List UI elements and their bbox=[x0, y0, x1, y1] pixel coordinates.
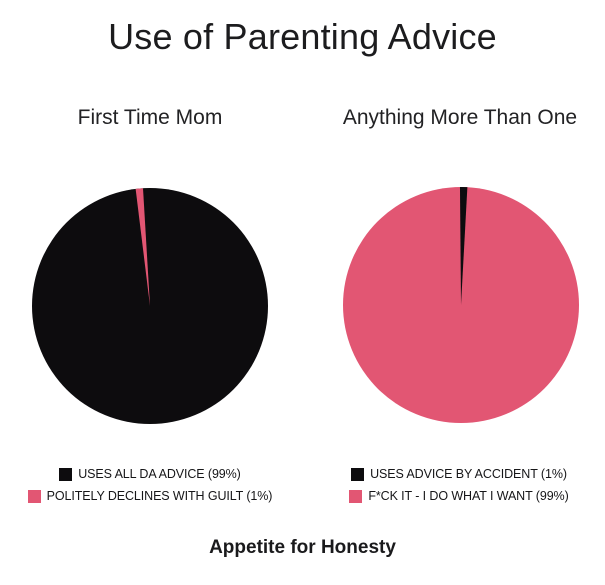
pie-title-first-time-mom: First Time Mom bbox=[77, 106, 223, 129]
legend-item: USES ADVICE BY ACCIDENT (1%) bbox=[309, 463, 605, 485]
legend-swatch-black bbox=[59, 467, 73, 481]
legend-swatch-black bbox=[351, 467, 365, 481]
legend-item: POLITELY DECLINES WITH GUILT (1%) bbox=[0, 485, 300, 507]
legend-swatch-pink bbox=[27, 489, 41, 503]
legend-label: USES ALL DA ADVICE (99%) bbox=[78, 467, 241, 481]
legend-label: POLITELY DECLINES WITH GUILT (1%) bbox=[46, 489, 273, 503]
legend-label: USES ADVICE BY ACCIDENT (1%) bbox=[370, 467, 567, 481]
legend-item: USES ALL DA ADVICE (99%) bbox=[0, 463, 300, 485]
page-title: Use of Parenting Advice bbox=[108, 16, 497, 57]
legend-item: F*CK IT - I DO WHAT I WANT (99%) bbox=[309, 485, 605, 507]
legend-anything-more-than-one: USES ADVICE BY ACCIDENT (1%) F*CK IT - I… bbox=[309, 463, 605, 507]
pie-title-anything-more-than-one: Anything More Than One bbox=[342, 106, 578, 129]
watermark-text: Appetite for Honesty bbox=[209, 537, 396, 558]
legend-swatch-pink bbox=[349, 489, 363, 503]
pie-chart-anything-more-than-one bbox=[343, 187, 579, 423]
legend-label: F*CK IT - I DO WHAT I WANT (99%) bbox=[368, 489, 569, 503]
legend-first-time-mom: USES ALL DA ADVICE (99%) POLITELY DECLIN… bbox=[0, 463, 300, 507]
pie-chart-first-time-mom bbox=[32, 188, 268, 424]
